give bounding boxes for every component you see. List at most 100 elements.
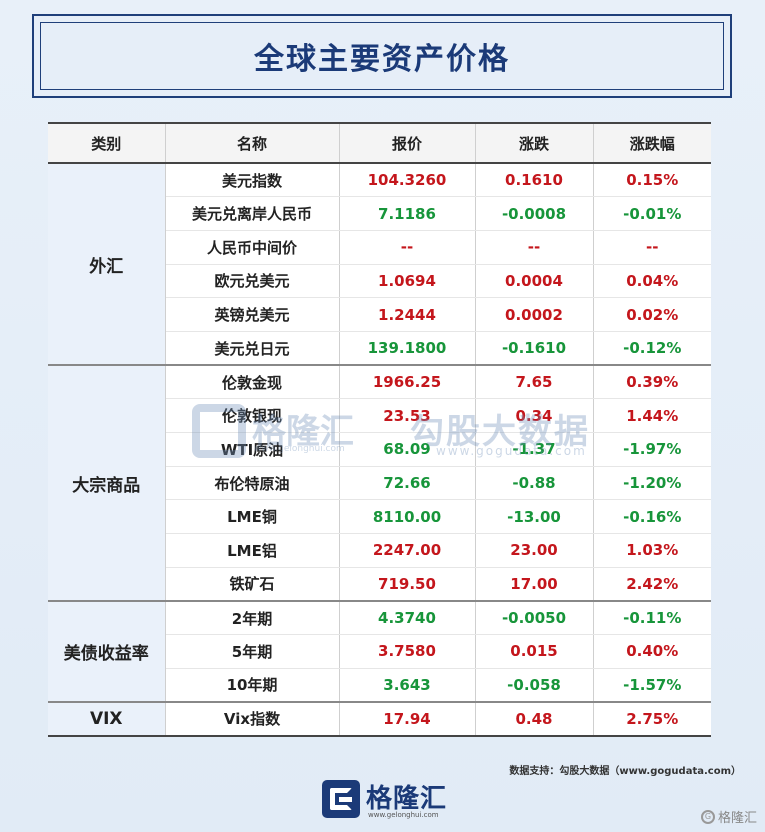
change-pct-cell: 0.39% <box>593 365 711 400</box>
price-cell: 4.3740 <box>339 600 476 636</box>
change-pct-cell: -0.12% <box>593 331 711 367</box>
name-cell: LME铜 <box>165 499 340 535</box>
category-cell: 外汇 <box>48 163 166 367</box>
table-row: 大宗商品 伦敦金现 1966.25 7.65 0.39% <box>48 365 711 602</box>
change-cell: -0.88 <box>475 466 594 501</box>
change-pct-cell: 0.04% <box>593 264 711 299</box>
change-cell: 17.00 <box>475 567 594 602</box>
category-cell: VIX <box>48 702 166 737</box>
table-row: 布伦特原油 72.66 -0.88 -1.20% <box>48 466 711 501</box>
brand-logo: 格隆汇 www.gelonghui.com <box>322 778 452 824</box>
change-cell: 0.015 <box>475 634 594 669</box>
change-pct-cell: -0.11% <box>593 600 711 636</box>
change-cell: 7.65 <box>475 365 594 400</box>
header-price: 报价 <box>339 122 476 164</box>
name-cell: 布伦特原油 <box>165 466 340 501</box>
asset-price-table: 类别 名称 报价 涨跌 涨跌幅 外汇 美元指数 104.3260 0.1610 0.15… <box>48 122 711 737</box>
price-cell: 7.1186 <box>339 196 476 231</box>
table-row: 人民币中间价 -- -- -- <box>48 230 711 265</box>
change-cell: -0.0050 <box>475 600 594 636</box>
price-cell: 2247.00 <box>339 533 476 568</box>
header-change: 涨跌 <box>475 122 594 164</box>
name-cell: 伦敦银现 <box>165 398 340 433</box>
table-row: LME铜 8110.00 -13.00 -0.16% <box>48 499 711 535</box>
price-cell: 719.50 <box>339 567 476 602</box>
name-cell: 欧元兑美元 <box>165 264 340 299</box>
price-cell: 3.7580 <box>339 634 476 669</box>
change-pct-cell: 0.02% <box>593 297 711 332</box>
name-cell: 2年期 <box>165 600 340 636</box>
change-pct-cell: -0.16% <box>593 499 711 535</box>
price-cell: 1966.25 <box>339 365 476 400</box>
name-cell: 英镑兑美元 <box>165 297 340 332</box>
change-cell: -0.058 <box>475 668 594 703</box>
change-pct-cell: -- <box>593 230 711 265</box>
name-cell: 5年期 <box>165 634 340 669</box>
corner-watermark-text: 格隆汇 <box>717 811 757 826</box>
name-cell: 铁矿石 <box>165 567 340 602</box>
header-name: 名称 <box>165 122 340 164</box>
price-cell: 139.1800 <box>339 331 476 367</box>
name-cell: WTI原油 <box>165 432 340 467</box>
price-cell: 1.0694 <box>339 264 476 299</box>
data-source-note: 数据支持：勾股大数据（www.gogudata.com） <box>509 766 741 777</box>
change-cell: -13.00 <box>475 499 594 535</box>
price-cell: 8110.00 <box>339 499 476 535</box>
change-pct-cell: 2.75% <box>593 702 711 737</box>
change-pct-cell: -1.57% <box>593 668 711 703</box>
change-cell: 0.1610 <box>475 163 594 198</box>
title-frame: 全球主要资产价格 <box>32 14 732 98</box>
table-row: 5年期 3.7580 0.015 0.40% <box>48 634 711 669</box>
name-cell: 美元指数 <box>165 163 340 198</box>
price-cell: 1.2444 <box>339 297 476 332</box>
change-cell: -1.37 <box>475 432 594 467</box>
name-cell: 10年期 <box>165 668 340 703</box>
table-row: 欧元兑美元 1.0694 0.0004 0.04% <box>48 264 711 299</box>
change-cell: 0.0002 <box>475 297 594 332</box>
name-cell: LME铝 <box>165 533 340 568</box>
name-cell: Vix指数 <box>165 702 340 737</box>
table-row: 英镑兑美元 1.2444 0.0002 0.02% <box>48 297 711 332</box>
header-category: 类别 <box>48 122 166 164</box>
category-cell: 大宗商品 <box>48 365 166 602</box>
table-row: 美元兑日元 139.1800 -0.1610 -0.12% <box>48 331 711 367</box>
change-cell: 0.34 <box>475 398 594 433</box>
category-cell: 美债收益率 <box>48 600 166 704</box>
price-cell: 72.66 <box>339 466 476 501</box>
change-pct-cell: 1.03% <box>593 533 711 568</box>
change-cell: -- <box>475 230 594 265</box>
brand-url: www.gelonghui.com <box>368 811 439 819</box>
change-cell: -0.0008 <box>475 196 594 231</box>
change-pct-cell: -1.97% <box>593 432 711 467</box>
change-cell: -0.1610 <box>475 331 594 367</box>
change-cell: 23.00 <box>475 533 594 568</box>
table-row: VIX Vix指数 17.94 0.48 2.75% <box>48 702 711 737</box>
price-cell: -- <box>339 230 476 265</box>
price-cell: 104.3260 <box>339 163 476 198</box>
table-row: 伦敦银现 23.53 0.34 1.44% <box>48 398 711 433</box>
name-cell: 美元兑离岸人民币 <box>165 196 340 231</box>
change-pct-cell: 2.42% <box>593 567 711 602</box>
table-row: 美债收益率 2年期 4.3740 -0.0050 -0.11% <box>48 600 711 704</box>
corner-watermark: G 格隆汇 <box>700 807 757 826</box>
brand-g-icon <box>322 780 360 818</box>
price-cell: 23.53 <box>339 398 476 433</box>
table-body: 外汇 美元指数 104.3260 0.1610 0.15% 美元兑离岸人民币 7.1186-… <box>48 163 711 737</box>
price-cell: 17.94 <box>339 702 476 737</box>
table-row: 铁矿石 719.50 17.00 2.42% <box>48 567 711 602</box>
table-header-row: 类别 名称 报价 涨跌 涨跌幅 <box>48 122 711 164</box>
title-inner-frame: 全球主要资产价格 <box>40 22 724 90</box>
table-row: LME铝 2247.00 23.00 1.03% <box>48 533 711 568</box>
header-change-pct: 涨跌幅 <box>593 122 711 164</box>
corner-logo-icon: G <box>700 809 715 824</box>
change-pct-cell: 0.40% <box>593 634 711 669</box>
table-row: 外汇 美元指数 104.3260 0.1610 0.15% <box>48 163 711 367</box>
table-row: 美元兑离岸人民币 7.1186 -0.0008 -0.01% <box>48 196 711 231</box>
name-cell: 伦敦金现 <box>165 365 340 400</box>
change-cell: 0.48 <box>475 702 594 737</box>
name-cell: 人民币中间价 <box>165 230 340 265</box>
brand-name: 格隆汇 <box>366 784 448 814</box>
change-pct-cell: 0.15% <box>593 163 711 198</box>
change-cell: 0.0004 <box>475 264 594 299</box>
price-cell: 3.643 <box>339 668 476 703</box>
